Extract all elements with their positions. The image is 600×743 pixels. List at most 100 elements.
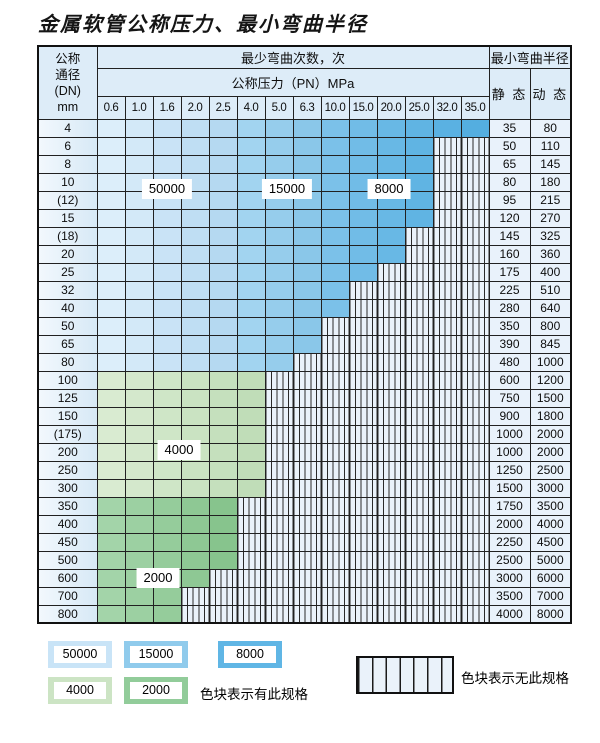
- spec-cell: [96, 478, 126, 498]
- static-cell: 50: [488, 136, 531, 156]
- no-spec-cell: [236, 514, 266, 534]
- static-cell: 4000: [488, 604, 531, 624]
- dynamic-cell: 1800: [529, 406, 572, 426]
- spec-cell: [236, 262, 266, 282]
- static-cell: 3000: [488, 568, 531, 588]
- spec-cell: [264, 334, 294, 354]
- spec-cell: [96, 226, 126, 246]
- spec-cell: [124, 280, 154, 300]
- dynamic-cell: 4500: [529, 532, 572, 552]
- spec-cell: [264, 280, 294, 300]
- dn-cell: 500: [37, 550, 98, 570]
- dn-cell: 100: [37, 370, 98, 390]
- no-spec-cell: [292, 478, 322, 498]
- spec-cell: [180, 388, 210, 408]
- spec-cell: [320, 298, 350, 318]
- table-row-dn-150: 150 900 1800: [37, 406, 572, 426]
- dn-cell: 40: [37, 298, 98, 318]
- dynamic-cell: 8000: [529, 604, 572, 624]
- spec-cell: [292, 334, 322, 354]
- no-spec-cell: [460, 460, 490, 480]
- no-spec-cell: [432, 478, 462, 498]
- spec-cell: [96, 262, 126, 282]
- spec-cell: [208, 352, 238, 372]
- no-spec-cell: [432, 208, 462, 228]
- no-spec-cell: [292, 604, 322, 624]
- corner-line-1: 公称: [55, 51, 81, 66]
- no-spec-cell: [320, 514, 350, 534]
- pressure-header-4.0: 4.0: [236, 95, 266, 120]
- spec-cell: [152, 352, 182, 372]
- no-spec-cell: [348, 586, 378, 606]
- no-spec-cell: [320, 532, 350, 552]
- spec-cell: [404, 136, 434, 156]
- no-spec-cell: [376, 316, 406, 336]
- bend-count-label-4000: 4000: [157, 440, 201, 460]
- spec-cell: [292, 280, 322, 300]
- no-spec-cell: [292, 424, 322, 444]
- bend-count-label-50000: 50000: [141, 179, 193, 199]
- no-spec-cell: [376, 370, 406, 390]
- table-row-dn-350: 350 1750 3500: [37, 496, 572, 516]
- spec-cell: [124, 244, 154, 264]
- table-row-dn-32: 32 225 510: [37, 280, 572, 300]
- dynamic-cell: 400: [529, 262, 572, 282]
- spec-table: 公称 通径 (DN) mm 最少弯曲次数，次 最小弯曲半径 公称压力（PN）MP…: [37, 45, 573, 624]
- static-cell: 225: [488, 280, 531, 300]
- no-spec-cell: [376, 424, 406, 444]
- no-spec-cell: [404, 298, 434, 318]
- spec-cell: [180, 208, 210, 228]
- no-spec-cell: [376, 550, 406, 570]
- no-spec-cell: [348, 550, 378, 570]
- table-row-dn-200: 200 1000 2000: [37, 442, 572, 462]
- spec-cell: [292, 154, 322, 174]
- spec-cell: [320, 154, 350, 174]
- static-cell: 900: [488, 406, 531, 426]
- static-cell: 3500: [488, 586, 531, 606]
- no-spec-cell: [264, 370, 294, 390]
- dynamic-cell: 5000: [529, 550, 572, 570]
- spec-cell: [96, 532, 126, 552]
- spec-cell: [208, 208, 238, 228]
- spec-cell: [180, 406, 210, 426]
- spec-cell: [236, 442, 266, 462]
- no-spec-cell: [376, 388, 406, 408]
- no-spec-legend-text: 色块表示无此规格: [461, 671, 569, 686]
- dynamic-cell: 510: [529, 280, 572, 300]
- dynamic-cell: 640: [529, 298, 572, 318]
- spec-cell: [236, 460, 266, 480]
- no-spec-cell: [348, 298, 378, 318]
- page-title: 金属软管公称压力、最小弯曲半径: [38, 12, 368, 36]
- table-row-dn-500: 500 2500 5000: [37, 550, 572, 570]
- no-spec-cell: [432, 136, 462, 156]
- spec-cell: [292, 118, 322, 138]
- table-row-dn-450: 450 2250 4500: [37, 532, 572, 552]
- static-cell: 2250: [488, 532, 531, 552]
- spec-cell: [180, 460, 210, 480]
- no-spec-cell: [264, 550, 294, 570]
- spec-cell: [124, 370, 154, 390]
- spec-cell: [180, 244, 210, 264]
- no-spec-cell: [348, 532, 378, 552]
- dynamic-cell: 360: [529, 244, 572, 264]
- dynamic-cell: 2500: [529, 460, 572, 480]
- no-spec-cell: [264, 568, 294, 588]
- spec-cell: [96, 244, 126, 264]
- spec-cell: [96, 334, 126, 354]
- spec-cell: [180, 370, 210, 390]
- no-spec-cell: [404, 514, 434, 534]
- spec-cell: [180, 334, 210, 354]
- legend-swatch-label: 15000: [130, 646, 182, 663]
- spec-cell: [432, 118, 462, 138]
- no-spec-cell: [376, 586, 406, 606]
- no-spec-cell: [348, 442, 378, 462]
- pressure-header-15.0: 15.0: [348, 95, 378, 120]
- pressure-header-6.3: 6.3: [292, 95, 322, 120]
- no-spec-cell: [460, 406, 490, 426]
- no-spec-cell: [432, 334, 462, 354]
- spec-cell: [124, 586, 154, 606]
- spec-cell: [208, 334, 238, 354]
- bend-count-label-15000: 15000: [261, 179, 313, 199]
- dynamic-cell: 800: [529, 316, 572, 336]
